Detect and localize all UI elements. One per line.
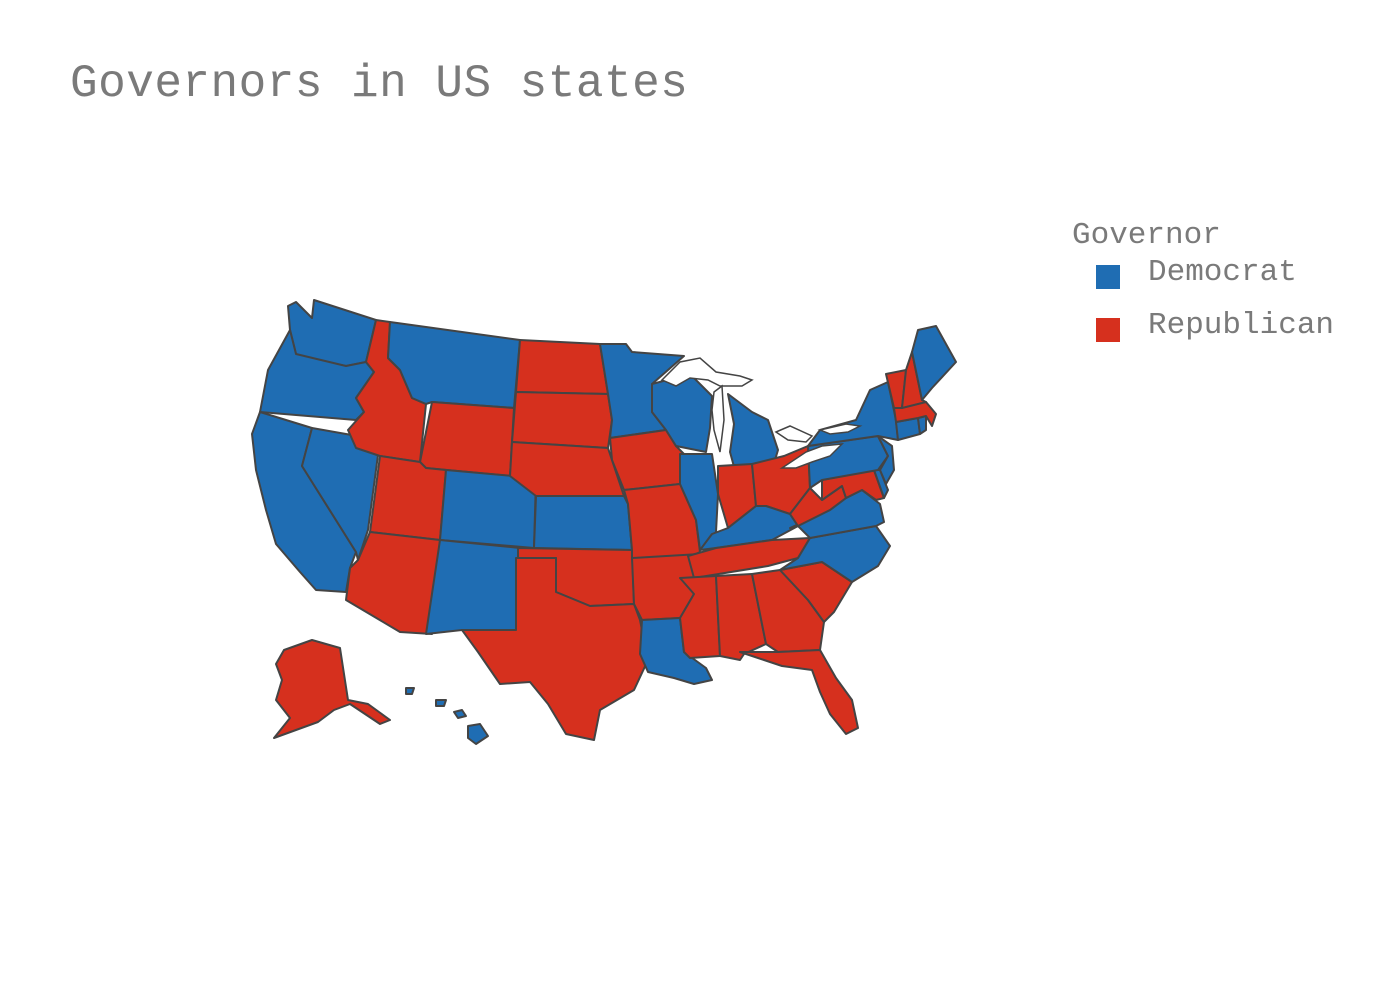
- state-nj[interactable]: [877, 435, 895, 485]
- state-tx[interactable]: [461, 557, 649, 741]
- great-lake: [660, 357, 754, 387]
- state-nm[interactable]: [425, 539, 521, 635]
- legend-swatch-democrat: [1096, 265, 1120, 289]
- great-lake: [774, 425, 814, 443]
- great-lake: [711, 384, 725, 453]
- state-hi[interactable]: [405, 687, 489, 745]
- legend-label-republican: Republican: [1148, 308, 1335, 343]
- legend-item-republican[interactable]: Republican: [1096, 306, 1382, 359]
- legend-swatch-republican: [1096, 318, 1120, 342]
- legend-item-democrat[interactable]: Democrat: [1096, 253, 1382, 306]
- state-ks[interactable]: [533, 495, 633, 551]
- state-sd[interactable]: [511, 391, 613, 449]
- legend: Governor Democrat Republican: [1072, 218, 1382, 359]
- great-lake: [779, 443, 845, 469]
- state-wy[interactable]: [419, 401, 515, 477]
- legend-label-democrat: Democrat: [1148, 255, 1297, 290]
- state-ny[interactable]: [807, 381, 899, 447]
- state-nd[interactable]: [515, 339, 609, 395]
- great-lake: [817, 423, 863, 435]
- state-me[interactable]: [911, 325, 957, 401]
- state-wi[interactable]: [651, 373, 713, 453]
- state-ut[interactable]: [369, 455, 447, 541]
- legend-title: Governor: [1072, 218, 1221, 253]
- map-title: Governors in US states: [70, 58, 689, 110]
- state-fl[interactable]: [739, 649, 859, 735]
- state-ak[interactable]: [273, 639, 391, 739]
- state-ne[interactable]: [509, 441, 625, 497]
